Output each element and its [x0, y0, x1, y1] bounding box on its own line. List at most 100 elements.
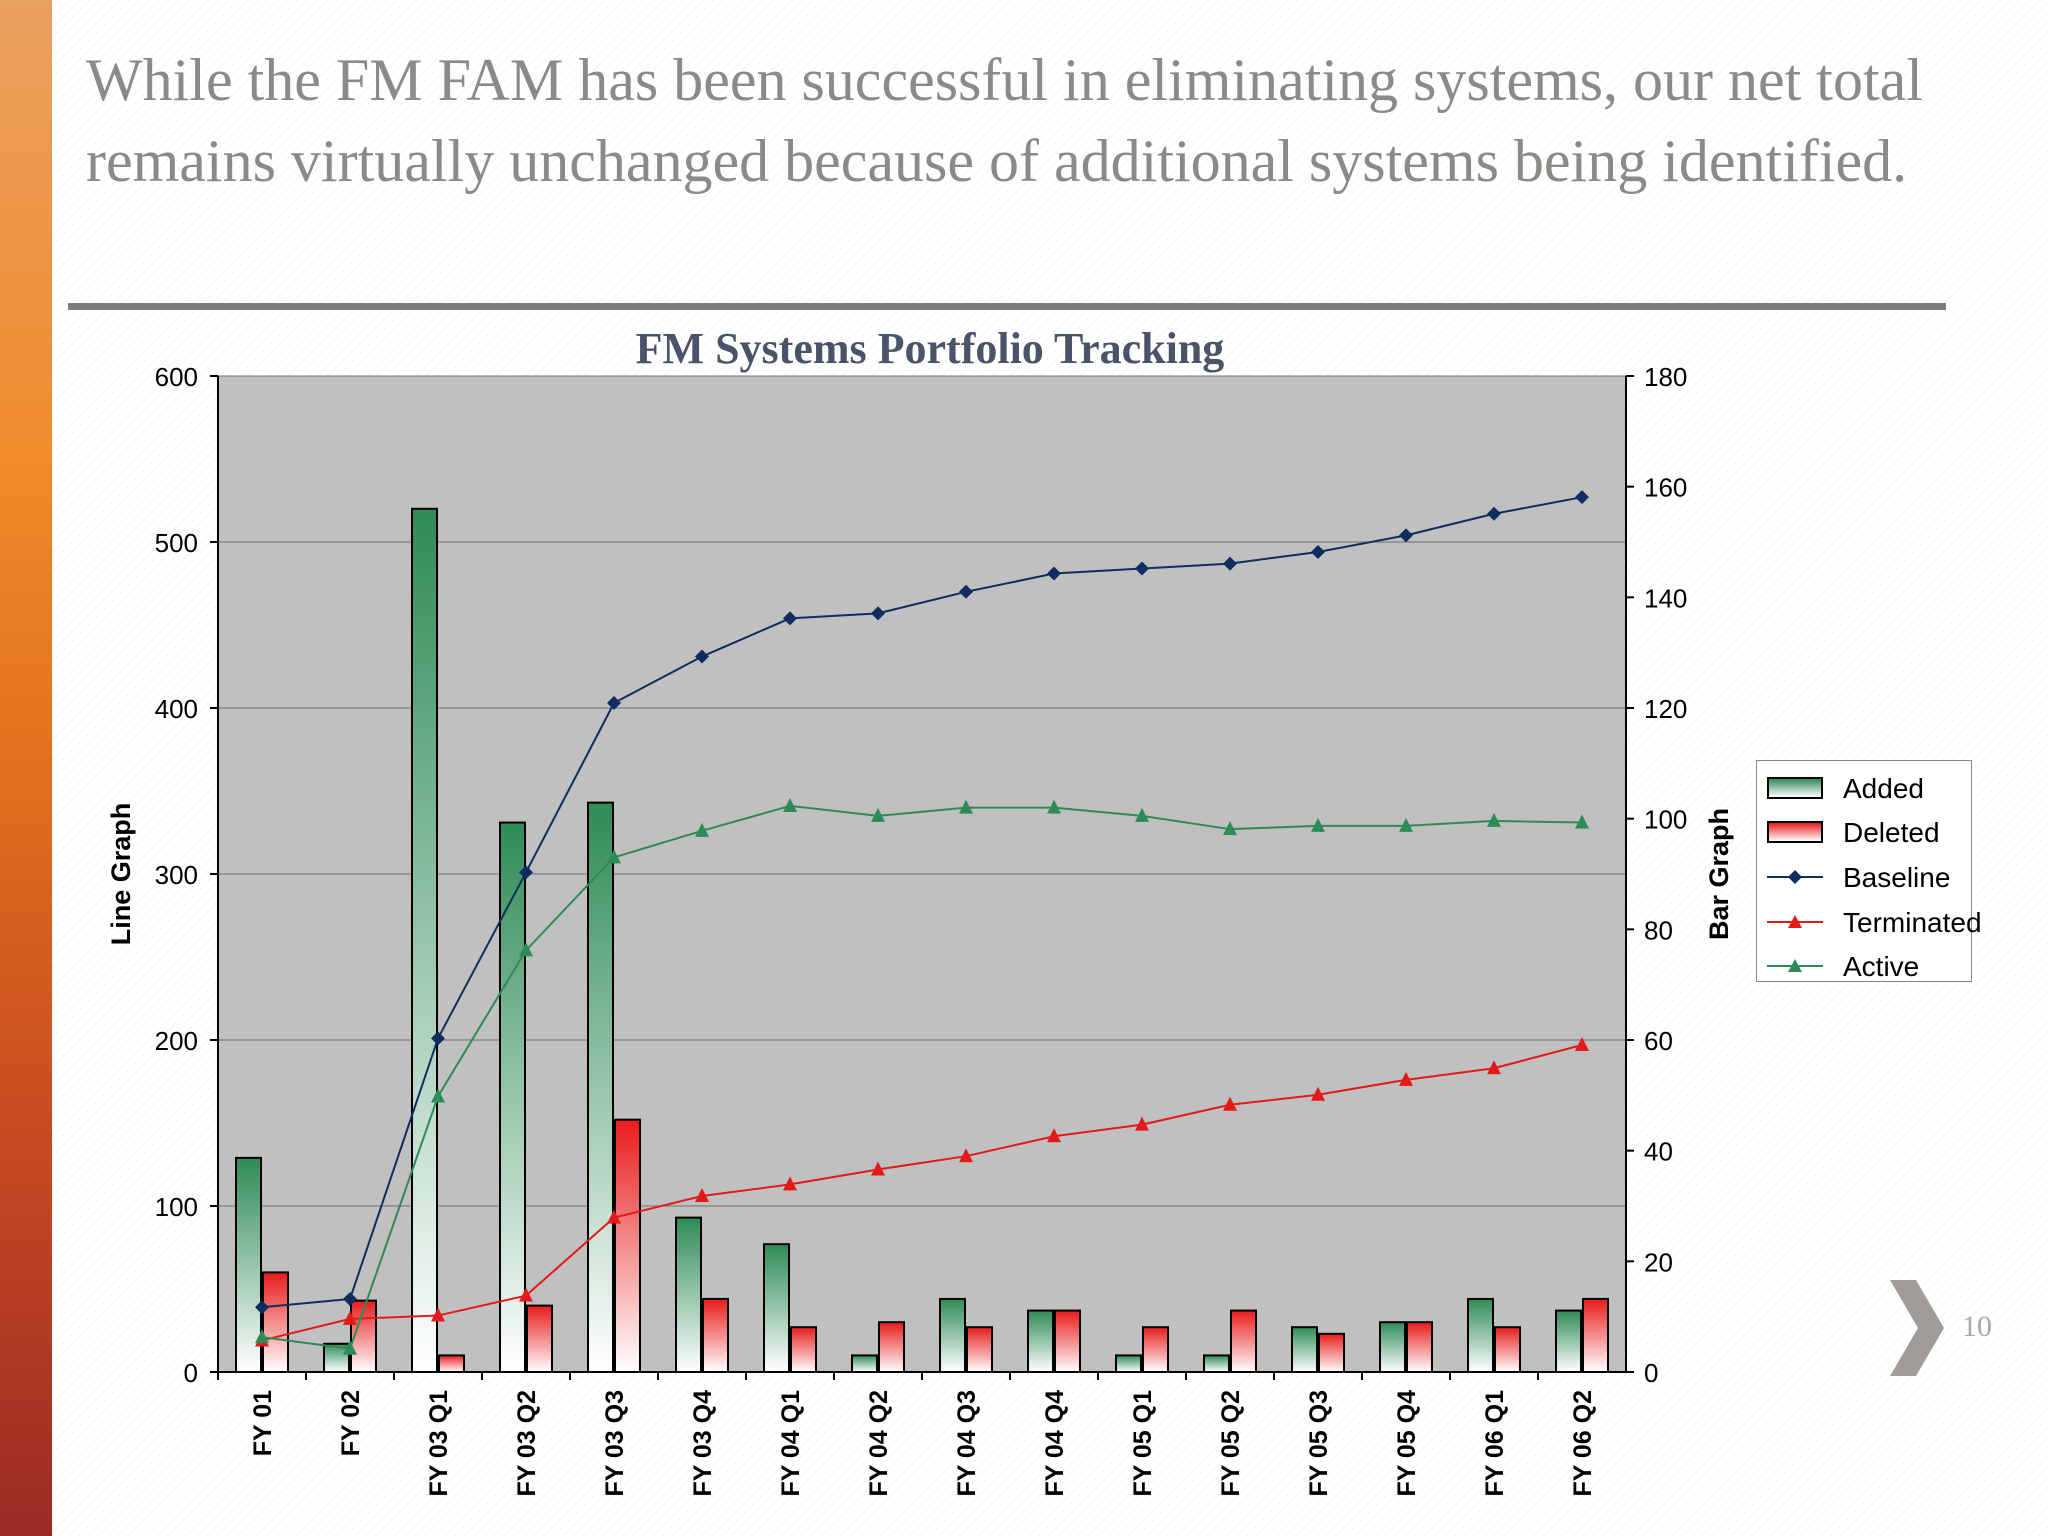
point-baseline	[343, 1291, 357, 1306]
bar-added	[587, 801, 614, 1373]
y2-tick-label: 80	[1644, 915, 1673, 945]
chart-title: FM Systems Portfolio Tracking	[635, 324, 1225, 373]
x-tick-label: FY 03 Q1	[425, 1390, 453, 1497]
page-number: 10	[1962, 1310, 1992, 1343]
point-active	[695, 822, 709, 837]
y-tick-label: 200	[155, 1026, 198, 1056]
legend-label-active: Active	[1843, 951, 1920, 982]
bar-deleted	[1054, 1309, 1081, 1373]
y2-tick-label: 180	[1644, 362, 1687, 392]
point-active	[1135, 807, 1149, 822]
point-terminated	[1575, 1036, 1589, 1051]
y2-tick-label: 100	[1644, 805, 1687, 835]
bar-deleted	[790, 1326, 817, 1374]
legend-item-added: Added	[1767, 767, 1967, 811]
point-active	[431, 1088, 445, 1103]
x-tick-label: FY 05 Q1	[1129, 1390, 1157, 1497]
tick-labels: 0 100 200 300 400 500 600 0 20 40 60 80 100 120 140 160…	[155, 362, 1688, 1497]
bar-deleted	[966, 1326, 993, 1374]
line-terminated	[261, 1044, 1583, 1342]
y2-tick-label: 40	[1644, 1137, 1673, 1167]
point-terminated	[1047, 1128, 1061, 1143]
x-tick-label: FY 05 Q2	[1217, 1390, 1245, 1497]
chart-legend: Added Deleted Baseline Terminated Active	[1756, 760, 1982, 982]
point-active	[1575, 814, 1589, 829]
x-tick-label: FY 05 Q3	[1305, 1390, 1333, 1497]
point-active	[255, 1329, 269, 1344]
x-tick-label: FY 03 Q4	[689, 1390, 717, 1497]
y-tick-label: 300	[155, 860, 198, 890]
y2-axis-label: Bar Graph	[1704, 808, 1734, 940]
y-axis-label: Line Graph	[106, 803, 136, 946]
x-tick-label: FY 06 Q1	[1481, 1390, 1509, 1497]
bar-deleted	[1142, 1326, 1169, 1374]
point-active	[1223, 821, 1237, 836]
bar-added	[1379, 1321, 1406, 1373]
point-active	[343, 1340, 357, 1355]
y-tick-label: 0	[184, 1358, 198, 1388]
point-active	[959, 799, 973, 814]
point-terminated	[1135, 1116, 1149, 1131]
bar-deleted	[614, 1118, 641, 1374]
point-terminated	[343, 1310, 357, 1325]
point-baseline	[431, 1031, 445, 1046]
bar-added	[411, 507, 438, 1373]
legend-item-baseline: Baseline	[1767, 856, 1967, 900]
bar-deleted	[1318, 1332, 1345, 1373]
gridlines	[218, 541, 1626, 1207]
slide-title: While the FM FAM has been successful in …	[86, 47, 1923, 194]
x-tick-label: FY 06 Q2	[1569, 1390, 1597, 1497]
bar-added	[1203, 1354, 1230, 1374]
point-terminated	[783, 1176, 797, 1191]
legend-item-active: Active	[1767, 945, 1967, 989]
bar-added	[1115, 1354, 1142, 1374]
bar-added	[1555, 1309, 1582, 1373]
point-terminated	[1223, 1096, 1237, 1111]
bar-deleted	[262, 1271, 289, 1374]
legend-swatch-deleted	[1767, 821, 1823, 843]
legend-item-deleted: Deleted	[1767, 811, 1967, 855]
point-baseline	[1135, 561, 1149, 576]
point-active	[607, 849, 621, 864]
point-terminated	[1399, 1071, 1413, 1086]
point-active	[783, 797, 797, 812]
line-baseline	[261, 496, 1583, 1309]
y-tick-label: 600	[155, 362, 198, 392]
legend-label-baseline: Baseline	[1843, 862, 1951, 893]
point-active	[1311, 817, 1325, 832]
point-baseline	[783, 611, 797, 626]
chevron-right-icon[interactable]	[1888, 1278, 1948, 1378]
bar-deleted	[702, 1297, 729, 1373]
bar-added	[1467, 1297, 1494, 1373]
x-tick-label: FY 03 Q3	[601, 1390, 629, 1497]
y2-tick-label: 140	[1644, 583, 1687, 613]
point-baseline	[959, 584, 973, 599]
point-active	[1399, 817, 1413, 832]
y2-tick-label: 120	[1644, 694, 1687, 724]
point-active	[871, 807, 885, 822]
point-baseline	[607, 696, 621, 711]
x-tick-label: FY 01	[249, 1390, 277, 1456]
y-tick-label: 500	[155, 528, 198, 558]
point-baseline	[871, 606, 885, 621]
title-divider	[68, 303, 1946, 310]
bar-added	[851, 1354, 878, 1374]
point-terminated	[959, 1148, 973, 1163]
bar-added	[1027, 1309, 1054, 1373]
bar-deleted	[1406, 1321, 1433, 1373]
point-baseline	[1575, 490, 1589, 505]
y-tick-label: 100	[155, 1192, 198, 1222]
legend-swatch-terminated	[1767, 915, 1823, 928]
y-tick-label: 400	[155, 694, 198, 724]
legend-swatch-active	[1767, 959, 1823, 972]
y2-tick-label: 20	[1644, 1247, 1673, 1277]
bar-added	[675, 1216, 702, 1373]
point-terminated	[695, 1188, 709, 1203]
bar-added	[763, 1243, 790, 1374]
legend-swatch-baseline	[1767, 870, 1823, 884]
y2-tick-label: 60	[1644, 1026, 1673, 1056]
point-baseline	[1311, 544, 1325, 559]
point-baseline	[519, 865, 533, 880]
lines	[255, 490, 1589, 1355]
